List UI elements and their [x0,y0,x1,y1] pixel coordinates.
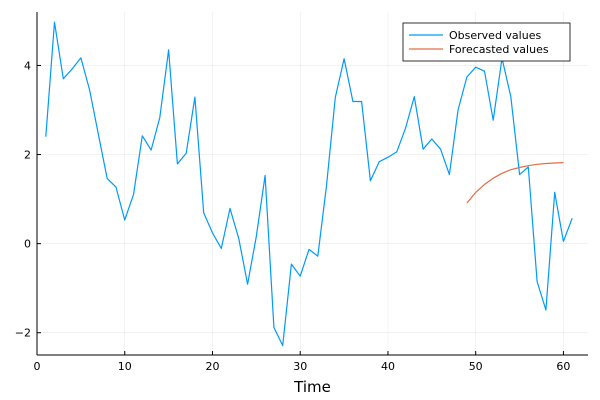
axes: 0 10 20 30 40 50 60 −2 0 2 4 [15,12,588,373]
x-axis-title: Time [293,378,331,396]
x-tick-label: 50 [469,360,483,373]
x-tick-label: 40 [381,360,395,373]
grid [36,12,588,355]
series-layer [45,21,573,347]
x-tick-label: 60 [556,360,570,373]
series-line-forecasted [466,162,564,204]
y-tick-label: −2 [15,327,31,340]
x-tick-label: 0 [34,360,41,373]
x-tick-label: 30 [293,360,307,373]
y-tick-label: 0 [24,238,31,251]
legend-label: Forecasted values [449,43,549,56]
x-tick-label: 10 [118,360,132,373]
legend-box [402,22,571,62]
series-line-observed [45,21,573,347]
legend-label: Observed values [449,29,541,42]
y-tick-label: 2 [24,149,31,162]
x-tick-label: 20 [205,360,219,373]
y-tick-label: 4 [24,59,31,72]
